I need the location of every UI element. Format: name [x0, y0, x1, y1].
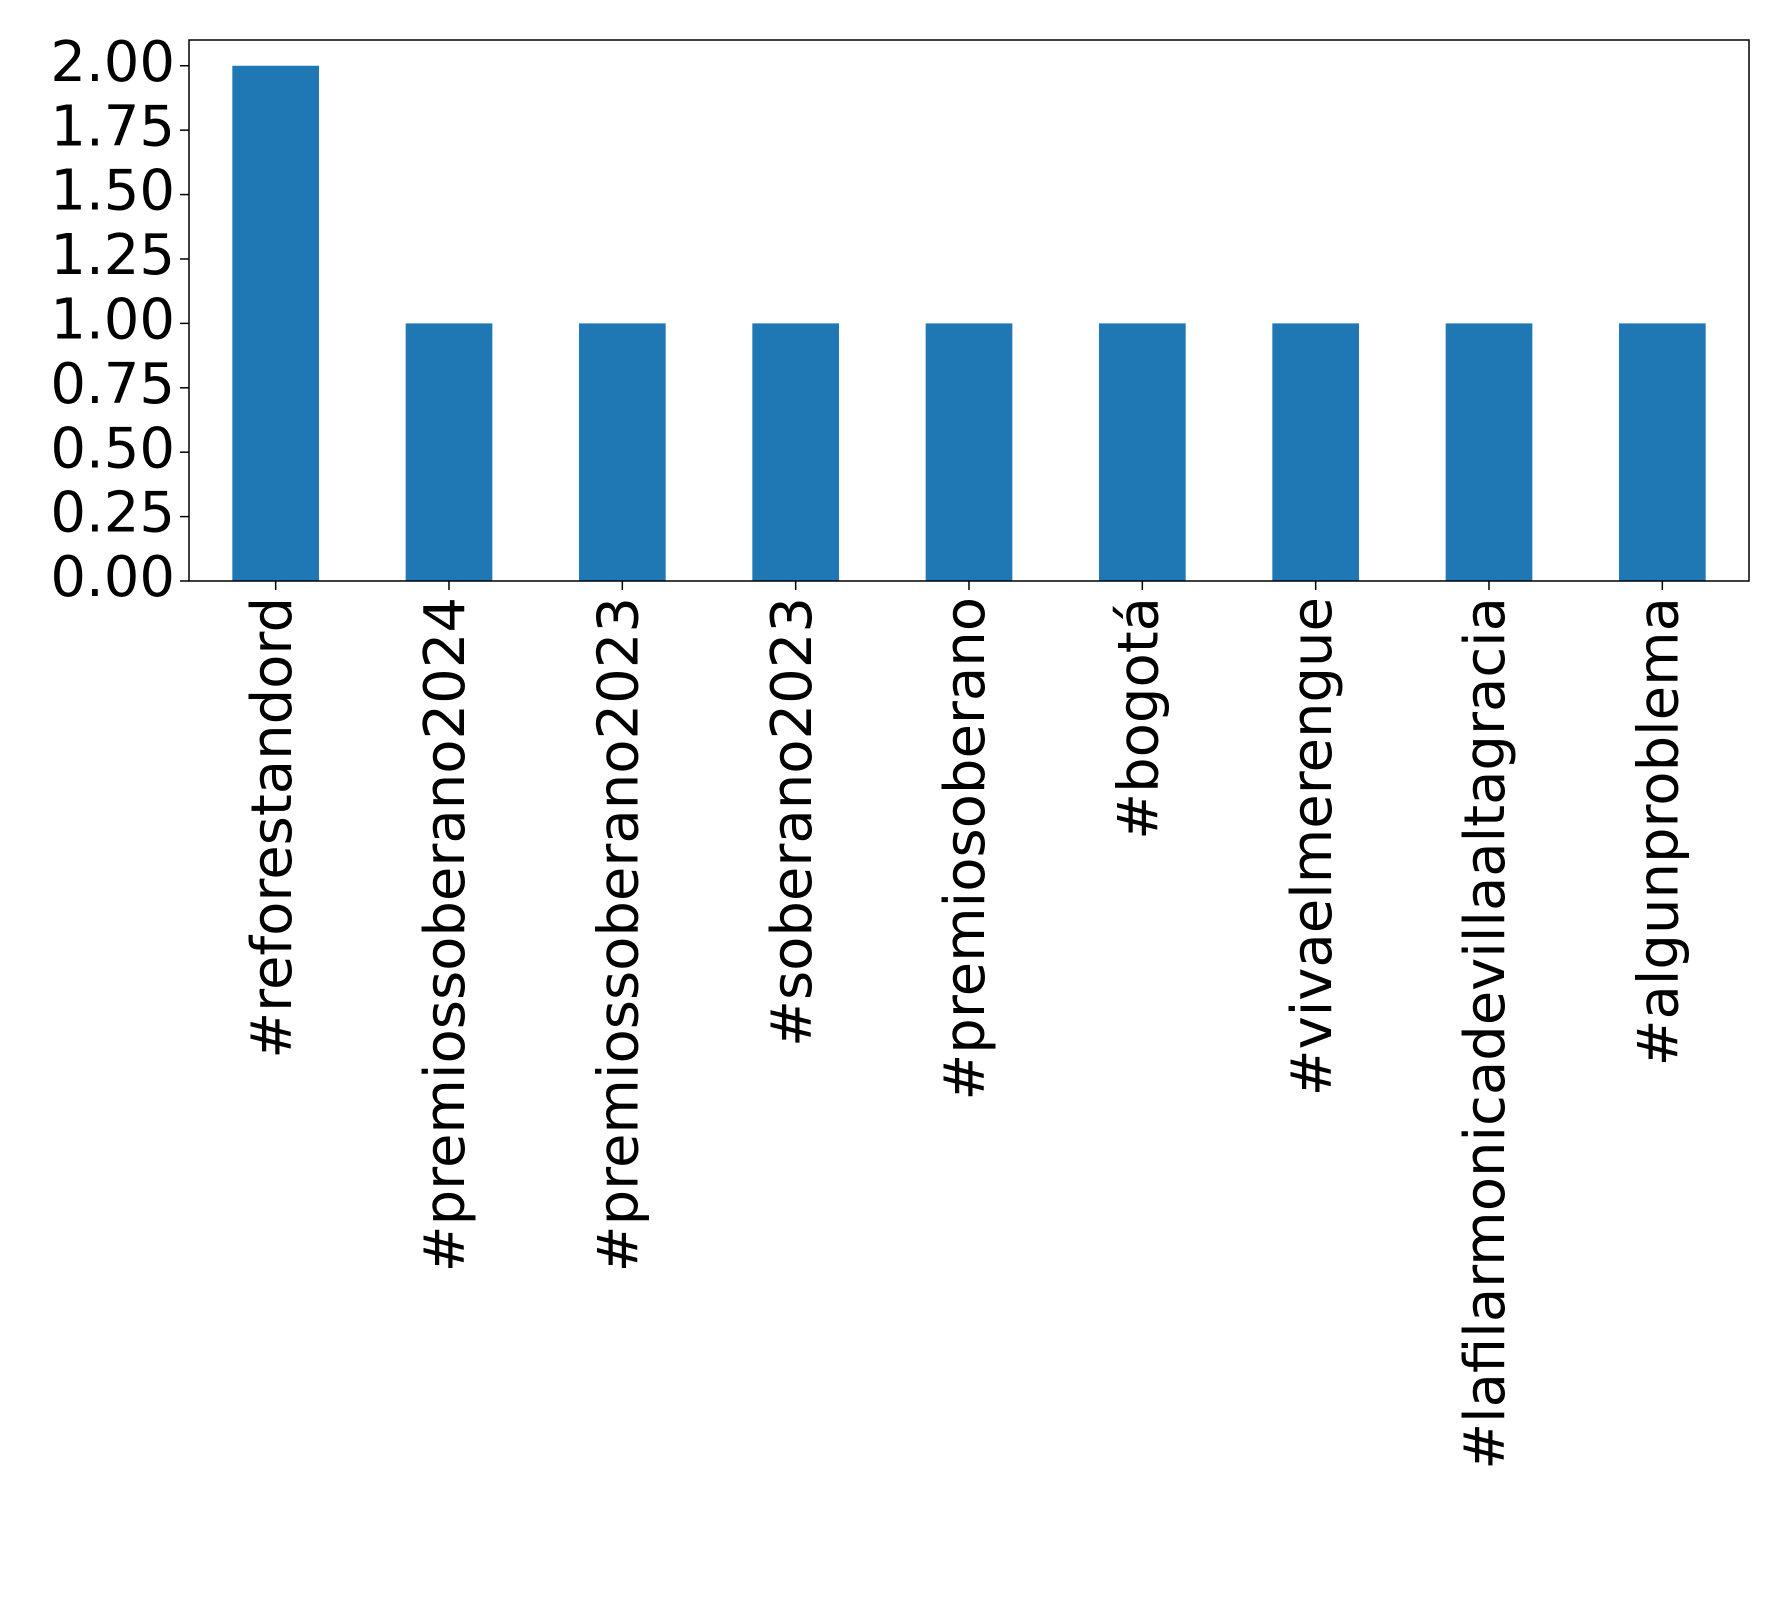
- plot-frame: [188, 39, 1750, 582]
- bar: [579, 323, 666, 581]
- y-tick-label: 0.75: [50, 352, 175, 417]
- y-tick-label: 0.00: [50, 545, 175, 610]
- y-tick-label: 0.25: [50, 481, 175, 546]
- y-tick-label: 1.00: [50, 288, 175, 353]
- x-tick-label: #algunproblema: [1626, 597, 1691, 1066]
- x-tick-label: #vivaelmerengue: [1280, 597, 1345, 1096]
- bar: [925, 323, 1013, 581]
- x-tick-label: #premiosoberano: [933, 597, 998, 1101]
- bar: [1272, 323, 1359, 581]
- bar: [1619, 323, 1706, 581]
- y-tick-label: 1.75: [50, 94, 175, 159]
- bar: [405, 323, 493, 581]
- x-tick-label: #bogotá: [1106, 597, 1171, 840]
- x-tick-label: #reforestandord: [240, 597, 305, 1059]
- y-tick-label: 0.50: [50, 416, 175, 481]
- y-tick-label: 1.50: [50, 159, 175, 224]
- y-tick-label: 2.00: [50, 30, 175, 95]
- bar: [752, 323, 839, 581]
- y-tick-label: 1.25: [50, 223, 175, 288]
- bar: [1099, 323, 1186, 581]
- x-tick-label: #premiossoberano2024: [413, 597, 478, 1272]
- x-tick-label: #premiossoberano2023: [586, 597, 651, 1272]
- x-tick-label: #lafilarmonicadevillaaltagracia: [1453, 597, 1518, 1470]
- bar: [232, 65, 319, 581]
- x-tick-label: #soberano2023: [760, 597, 825, 1047]
- bar: [1445, 323, 1533, 581]
